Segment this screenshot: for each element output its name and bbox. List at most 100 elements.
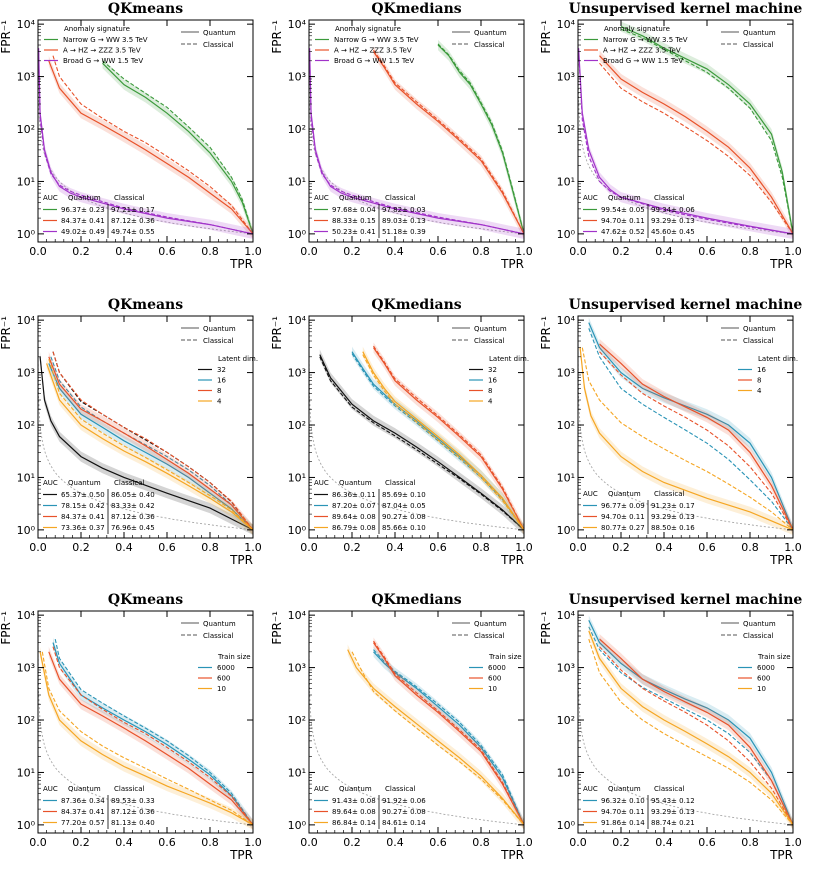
- group-legend: Anomaly signature Narrow G → WW 3.5 TeV A …: [315, 25, 419, 65]
- series-line-classical: [373, 345, 525, 531]
- axes-frame: [577, 19, 794, 243]
- x-tick-label: 1.0: [784, 836, 802, 849]
- series-line-quantum: [309, 48, 525, 235]
- series-line-quantum: [373, 347, 525, 531]
- auc-quantum-value: 91.86± 0.14: [601, 819, 645, 827]
- auc-table: AUC Quantum Classical 99.54± 0.05 99.34± 0.0…: [583, 194, 695, 238]
- x-tick-label: 1.0: [244, 245, 262, 258]
- group-legend: Train size 6000 600 10: [738, 653, 791, 693]
- series-line-quantum: [579, 347, 794, 531]
- chart-panel: QKmedians 0.0 0.2 0.4 0.6 0.8 1.0 10⁰ 10¹ 10² 10³ 1…: [270, 297, 533, 567]
- auc-header-label: AUC: [583, 785, 598, 793]
- chart-title: QKmeans: [108, 1, 183, 17]
- auc-quantum-value: 87.20± 0.07: [332, 502, 376, 510]
- series-line-classical: [437, 43, 525, 235]
- auc-classical-value: 81.13± 0.40: [111, 819, 155, 827]
- auc-quantum-value: 96.32± 0.10: [601, 797, 645, 805]
- group-legend: Train size 6000 600 10: [469, 653, 522, 693]
- auc-header-quantum: Quantum: [68, 785, 101, 793]
- x-tick-label: 0.6: [429, 541, 447, 554]
- series-line-quantum: [39, 356, 254, 531]
- auc-header-quantum: Quantum: [608, 785, 641, 793]
- auc-classical-value: 95.43± 0.12: [651, 797, 695, 805]
- series-line-classical: [620, 28, 794, 235]
- y-tick-label: 10⁴: [288, 18, 307, 31]
- x-tick-label: 0.4: [655, 836, 673, 849]
- x-tick-label: 0.2: [612, 836, 630, 849]
- auc-classical-value: 91.23± 0.17: [651, 502, 695, 510]
- x-axis-label: TPR: [229, 848, 253, 862]
- auc-classical-value: 85.66± 0.10: [382, 524, 426, 532]
- auc-quantum-value: 86.36± 0.11: [332, 491, 376, 499]
- auc-header-label: AUC: [314, 479, 329, 487]
- y-tick-label: 10³: [17, 71, 35, 84]
- legend-quantum-label: Quantum: [743, 325, 776, 333]
- auc-classical-value: 97.82± 0.03: [382, 206, 426, 214]
- series-line-quantum: [347, 649, 525, 826]
- auc-header-label: AUC: [583, 194, 598, 202]
- group-legend-label: 600: [757, 675, 770, 683]
- y-tick-label: 10²: [288, 714, 306, 727]
- auc-table: AUC Quantum Classical 86.36± 0.11 85.69± 0.1…: [314, 479, 426, 534]
- y-axis-label: FPR⁻¹: [270, 316, 284, 350]
- auc-header-quantum: Quantum: [608, 194, 641, 202]
- y-tick-label: 10¹: [288, 471, 306, 484]
- group-legend-label: Broad G → WW 1.5 TeV: [334, 57, 414, 65]
- auc-classical-value: 45.60± 0.45: [651, 228, 695, 236]
- x-tick-label: 0.8: [201, 836, 219, 849]
- uncertainty-band: [599, 339, 793, 535]
- group-legend-label: 10: [757, 685, 766, 693]
- x-tick-label: 0.6: [158, 245, 176, 258]
- legend-classical-label: Classical: [743, 337, 773, 345]
- uncertainty-band: [46, 358, 253, 535]
- x-tick-label: 0.6: [698, 836, 716, 849]
- auc-table: AUC Quantum Classical 96.32± 0.10 95.43± 0.1…: [583, 785, 695, 829]
- x-tick-label: 0.8: [472, 245, 490, 258]
- auc-classical-value: 86.05± 0.40: [111, 491, 155, 499]
- auc-header-quantum: Quantum: [339, 194, 372, 202]
- auc-header-quantum: Quantum: [339, 785, 372, 793]
- series-line-classical: [319, 356, 525, 531]
- auc-table: AUC Quantum Classical 96.77± 0.09 91.23± 0.1…: [583, 490, 695, 534]
- series-line-classical: [50, 356, 254, 531]
- auc-quantum-value: 49.02± 0.49: [61, 228, 105, 236]
- group-legend-label: 6000: [488, 664, 506, 672]
- y-tick-label: 10⁴: [17, 314, 36, 327]
- auc-header-classical: Classical: [654, 194, 684, 202]
- x-tick-label: 0.0: [300, 836, 318, 849]
- legend-classical-label: Classical: [203, 41, 233, 49]
- x-tick-label: 0.8: [201, 541, 219, 554]
- y-tick-label: 10³: [557, 367, 575, 380]
- group-legend-title: Train size: [757, 653, 791, 661]
- chart-panel: QKmeans 0.0 0.2 0.4 0.6 0.8 1.0 10⁰ 10¹ 10² 10³ 10⁴…: [0, 297, 262, 567]
- x-tick-label: 0.0: [29, 541, 47, 554]
- y-tick-label: 10³: [288, 662, 306, 675]
- y-tick-label: 10¹: [557, 766, 575, 779]
- auc-classical-value: 83.33± 0.42: [111, 502, 155, 510]
- series-line-quantum: [620, 26, 794, 235]
- x-tick-label: 0.6: [698, 245, 716, 258]
- y-tick-label: 10⁰: [557, 524, 576, 537]
- series-line-quantum: [599, 638, 794, 826]
- axes-frame: [37, 19, 254, 243]
- x-axis-label: TPR: [769, 257, 793, 271]
- auc-classical-value: 93.29± 0.13: [651, 513, 695, 521]
- x-tick-label: 1.0: [244, 541, 262, 554]
- legend-classical-label: Classical: [474, 337, 504, 345]
- x-tick-label: 0.6: [429, 245, 447, 258]
- auc-header-label: AUC: [314, 194, 329, 202]
- auc-quantum-value: 94.70± 0.11: [601, 217, 645, 225]
- series-line-classical: [599, 62, 794, 235]
- y-tick-label: 10²: [557, 714, 575, 727]
- chart-panel: QKmeans 0.0 0.2 0.4 0.6 0.8 1.0 10⁰ 10¹ 10² 10³ 10⁴…: [0, 592, 262, 862]
- group-legend-title: Train size: [217, 653, 251, 661]
- y-tick-label: 10¹: [557, 175, 575, 188]
- legend-quantum-label: Quantum: [203, 620, 236, 628]
- auc-header-quantum: Quantum: [68, 479, 101, 487]
- auc-quantum-value: 47.62± 0.52: [601, 228, 645, 236]
- auc-quantum-value: 97.68± 0.04: [332, 206, 376, 214]
- x-tick-label: 0.0: [569, 541, 587, 554]
- auc-table: AUC Quantum Classical 96.37± 0.23 97.21± 0.1…: [43, 194, 155, 238]
- auc-quantum-value: 65.37± 0.50: [61, 491, 105, 499]
